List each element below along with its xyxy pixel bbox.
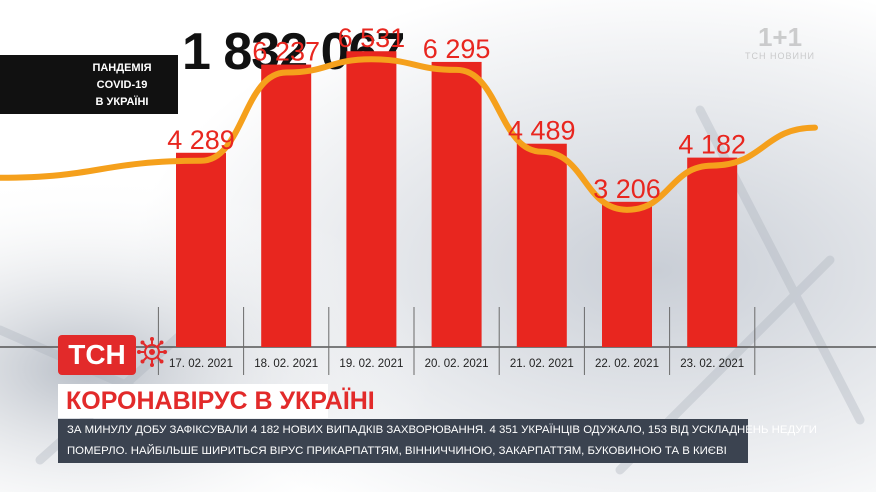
data-label: 4 182 (678, 130, 746, 160)
bar (602, 201, 652, 347)
bar (261, 64, 312, 347)
channel-logo: 1+1 (757, 22, 803, 52)
data-label: 3 206 (593, 174, 661, 204)
data-label: 4 289 (167, 125, 235, 155)
ticker-line-2: ПОМЕРЛО. НАЙБІЛЬШЕ ШИРИТЬСЯ ВІРУС ПРИКАР… (67, 445, 727, 457)
bar (176, 152, 226, 347)
ticker-line-1: ЗА МИНУЛУ ДОБУ ЗАФІКСУВАЛИ 4 182 НОВИХ В… (67, 424, 817, 436)
channel-logo-subtitle: ТСН НОВИНИ (745, 51, 815, 61)
topic-tag: ПАНДЕМІЯ COVID-19 В УКРАЇНІ (0, 55, 178, 114)
x-tick-label: 21. 02. 2021 (510, 358, 574, 370)
bar (687, 157, 738, 347)
trend-line (0, 56, 818, 213)
topic-tag-line-1: ПАНДЕМІЯ (92, 62, 152, 74)
news-ticker: ЗА МИНУЛУ ДОБУ ЗАФІКСУВАЛИ 4 182 НОВИХ В… (58, 419, 817, 463)
tsn-logo: ТСН (58, 335, 136, 375)
topic-tag-line-2: COVID-19 (96, 79, 148, 91)
bar (516, 143, 567, 347)
headline-bar: КОРОНАВІРУС В УКРАЇНІ (58, 384, 375, 418)
x-tick-label: 19. 02. 2021 (339, 358, 403, 370)
x-tick-label: 23. 02. 2021 (680, 358, 744, 370)
x-tick-label: 22. 02. 2021 (595, 358, 659, 370)
channel-logo-watermark: 1+1 ТСН НОВИНИ (740, 24, 820, 64)
x-tick-label: 17. 02. 2021 (169, 358, 233, 370)
data-label: 4 489 (508, 116, 576, 146)
headline-text: КОРОНАВІРУС В УКРАЇНІ (66, 387, 375, 415)
tsn-logo-text: ТСН (68, 339, 126, 370)
bar (346, 51, 397, 347)
data-label: 6 295 (423, 34, 491, 64)
virus-icon (137, 337, 167, 367)
data-label: 6 531 (338, 23, 406, 53)
x-tick-label: 20. 02. 2021 (425, 358, 489, 370)
data-label: 6 237 (252, 37, 320, 67)
x-tick-label: 18. 02. 2021 (254, 358, 318, 370)
topic-tag-line-3: В УКРАЇНІ (95, 96, 149, 108)
bar (431, 61, 482, 348)
